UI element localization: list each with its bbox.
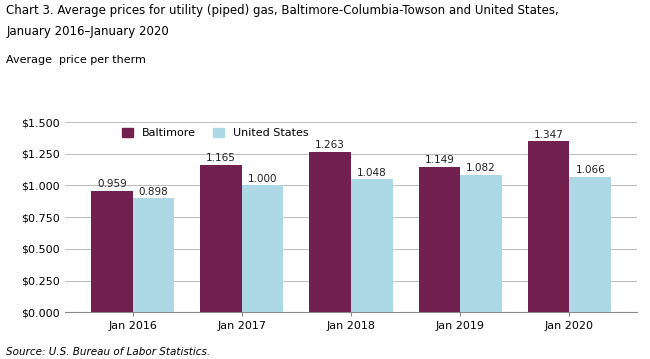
Text: 0.898: 0.898 bbox=[138, 187, 168, 197]
Legend: Baltimore, United States: Baltimore, United States bbox=[122, 127, 308, 138]
Text: 1.048: 1.048 bbox=[357, 168, 387, 178]
Text: 1.082: 1.082 bbox=[466, 163, 496, 173]
Bar bbox=[460, 175, 502, 312]
Bar bbox=[242, 186, 283, 312]
Bar bbox=[569, 177, 611, 312]
Bar bbox=[528, 141, 569, 312]
Text: 1.165: 1.165 bbox=[206, 153, 236, 163]
Bar bbox=[91, 191, 133, 312]
Text: 1.347: 1.347 bbox=[534, 130, 564, 140]
Text: January 2016–January 2020: January 2016–January 2020 bbox=[6, 25, 169, 38]
Bar bbox=[419, 167, 460, 312]
Bar bbox=[309, 152, 351, 312]
Text: Average  price per therm: Average price per therm bbox=[6, 55, 146, 65]
Text: 0.959: 0.959 bbox=[97, 179, 127, 189]
Text: 1.000: 1.000 bbox=[248, 174, 278, 184]
Text: Chart 3. Average prices for utility (piped) gas, Baltimore-Columbia-Towson and U: Chart 3. Average prices for utility (pip… bbox=[6, 4, 559, 17]
Bar bbox=[133, 199, 174, 312]
Text: Source: U.S. Bureau of Labor Statistics.: Source: U.S. Bureau of Labor Statistics. bbox=[6, 347, 211, 357]
Text: 1.149: 1.149 bbox=[424, 155, 454, 165]
Text: 1.066: 1.066 bbox=[575, 165, 605, 176]
Bar bbox=[351, 180, 393, 312]
Bar bbox=[200, 164, 242, 312]
Text: 1.263: 1.263 bbox=[315, 140, 345, 150]
